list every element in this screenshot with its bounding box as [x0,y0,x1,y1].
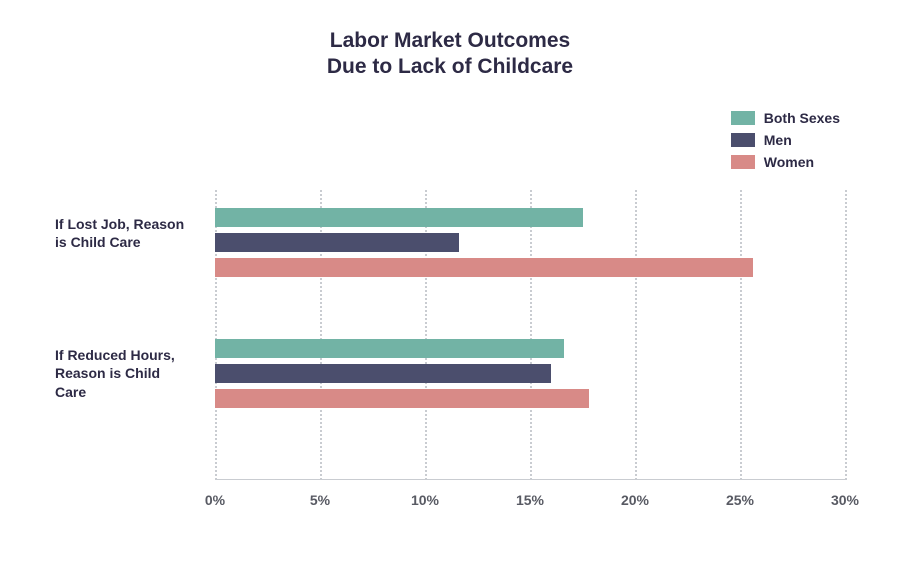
legend: Both Sexes Men Women [731,110,840,176]
gridline-25 [740,190,742,480]
legend-item-both: Both Sexes [731,110,840,126]
chart-title: Labor Market Outcomes Due to Lack of Chi… [0,28,900,81]
bar-lost-job-men [215,233,459,252]
chart-container: Labor Market Outcomes Due to Lack of Chi… [0,0,900,574]
legend-swatch-women [731,155,755,169]
legend-label-men: Men [764,132,792,148]
x-tick-label: 10% [411,492,439,508]
gridline-20 [635,190,637,480]
legend-item-men: Men [731,132,840,148]
x-tick-label: 25% [726,492,754,508]
legend-label-both: Both Sexes [764,110,840,126]
bar-reduced-hours-both [215,339,564,358]
x-tick-label: 30% [831,492,859,508]
x-axis [215,479,845,480]
bar-lost-job-women [215,258,753,277]
x-tick-label: 0% [205,492,225,508]
bar-reduced-hours-men [215,364,551,383]
plot-area: 0% 5% 10% 15% 20% 25% 30% If Lost Job, R… [215,190,845,480]
legend-label-women: Women [764,154,814,170]
chart-title-line2: Due to Lack of Childcare [327,55,573,78]
x-tick-label: 5% [310,492,330,508]
bar-lost-job-both [215,208,583,227]
gridline-30 [845,190,847,480]
legend-swatch-men [731,133,755,147]
chart-title-line1: Labor Market Outcomes [330,29,570,52]
x-tick-label: 20% [621,492,649,508]
category-label-lost-job: If Lost Job, Reason is Child Care [55,215,195,253]
bar-reduced-hours-women [215,389,589,408]
legend-item-women: Women [731,154,840,170]
category-label-reduced-hours: If Reduced Hours, Reason is Child Care [55,346,195,403]
x-tick-label: 15% [516,492,544,508]
gridline-15 [530,190,532,480]
legend-swatch-both [731,111,755,125]
